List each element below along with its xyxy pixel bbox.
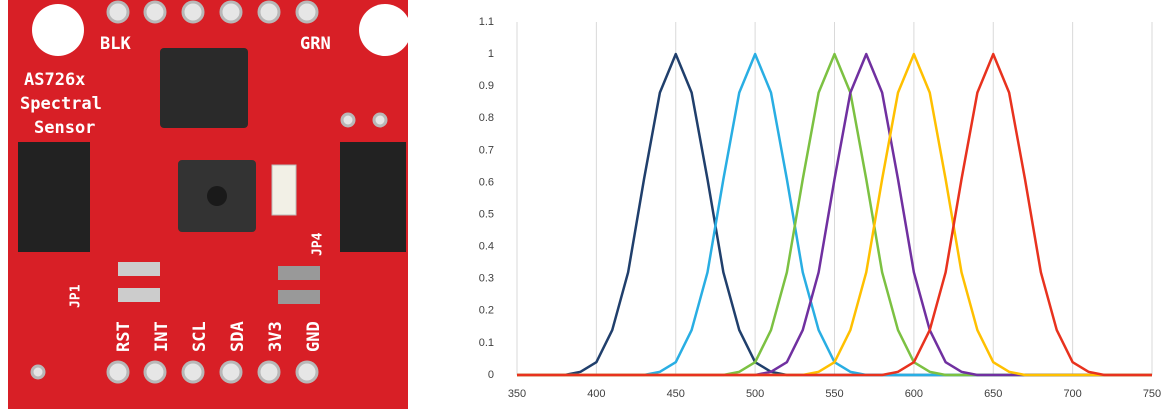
y-tick-label: 0.4 xyxy=(479,241,494,253)
y-tick-label: 1 xyxy=(488,48,494,60)
chart: 350 400 450 500 550 600 650 700 750 0 0.1 0.2 0.3 0.4… xyxy=(479,16,1161,400)
series-line xyxy=(517,52,1152,377)
y-tick-label: 0.8 xyxy=(479,112,494,124)
chip xyxy=(160,48,248,128)
silk-label: SDA xyxy=(228,321,248,352)
x-tick-label: 750 xyxy=(1143,388,1161,400)
sensor-board: BLK GRN AS726x Spectral Sensor RST INT S… xyxy=(8,0,411,409)
y-tick-label: 0.3 xyxy=(479,273,494,285)
silk-label: Sensor xyxy=(34,118,95,138)
y-tick-label: 0.1 xyxy=(479,337,494,349)
y-tick-label: 1.1 xyxy=(479,16,494,28)
silk-label: JP1 xyxy=(69,284,84,308)
sensor-aperture xyxy=(207,186,227,206)
x-tick-label: 600 xyxy=(905,388,923,400)
x-tick-label: 350 xyxy=(508,388,526,400)
x-tick-label: 450 xyxy=(667,388,685,400)
silk-label: AS726x xyxy=(24,70,85,90)
silk-label: GND xyxy=(304,321,324,352)
x-tick-label: 550 xyxy=(825,388,843,400)
x-tick-label: 500 xyxy=(746,388,764,400)
capacitor xyxy=(278,266,320,280)
capacitor xyxy=(278,290,320,304)
silk-label: RST xyxy=(114,321,134,352)
silk-label: INT xyxy=(152,321,172,352)
mount-hole xyxy=(32,4,84,56)
y-tick-label: 0.6 xyxy=(479,176,494,188)
x-tick-label: 650 xyxy=(984,388,1002,400)
mount-hole xyxy=(359,4,411,56)
y-tick-label: 0.2 xyxy=(479,305,494,317)
silk-label: Spectral xyxy=(20,94,102,114)
header-pins xyxy=(30,0,388,384)
silk-label: 3V3 xyxy=(266,321,286,352)
y-tick-label: 0.7 xyxy=(479,144,494,156)
connector xyxy=(18,142,90,252)
resistor xyxy=(118,262,160,276)
x-tick-label: 700 xyxy=(1063,388,1081,400)
y-tick-label: 0.5 xyxy=(479,208,494,220)
silk-label: JP4 xyxy=(311,232,326,256)
x-tick-label: 400 xyxy=(587,388,605,400)
connector xyxy=(340,142,406,252)
led xyxy=(271,164,297,216)
resistor xyxy=(118,288,160,302)
y-tick-label: 0.9 xyxy=(479,80,494,92)
silk-label: SCL xyxy=(190,321,210,352)
silk-label: BLK xyxy=(100,34,131,54)
y-tick-label: 0 xyxy=(488,369,494,381)
silk-label: GRN xyxy=(300,34,331,54)
